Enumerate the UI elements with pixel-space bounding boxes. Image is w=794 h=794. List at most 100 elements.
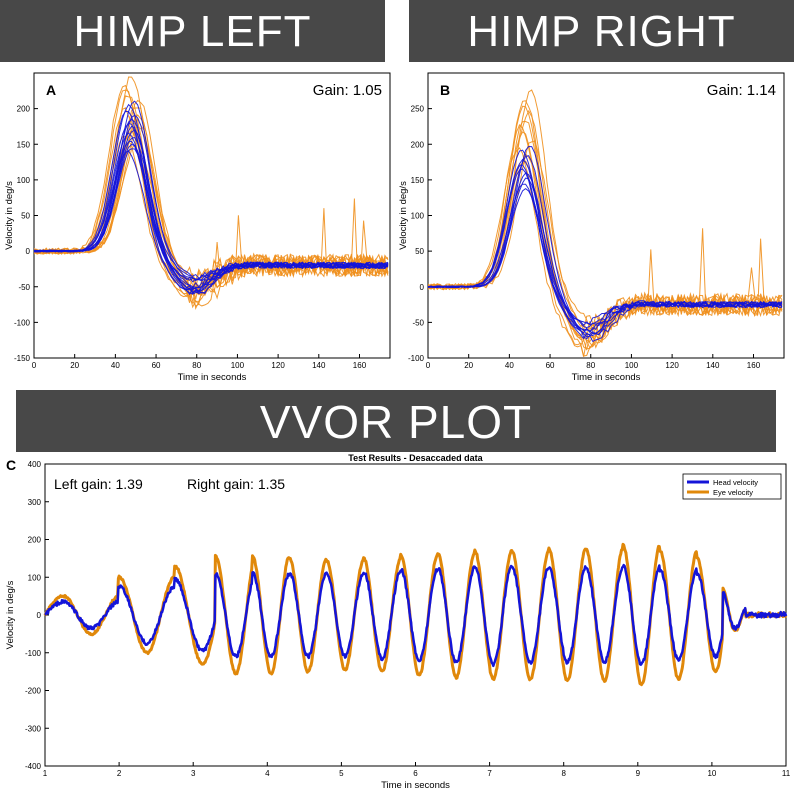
x-tick-label: 80: [192, 361, 201, 370]
head-velocity-trace: [428, 158, 783, 326]
y-tick-label: 0: [420, 283, 425, 292]
x-tick-label: 60: [546, 361, 555, 370]
eye-velocity-trace: [428, 131, 783, 338]
x-tick-label: 0: [32, 361, 37, 370]
vvor-plot-title: VVOR PLOT: [259, 396, 533, 448]
head-velocity-trace: [34, 125, 389, 292]
trace-group: [34, 76, 389, 310]
head-velocity-trace: [34, 132, 389, 282]
x-tick-label: 10: [707, 769, 716, 778]
y-tick-label: -400: [25, 762, 42, 771]
left-gain-annotation: Left gain: 1.39: [54, 476, 143, 492]
head-velocity-trace: [34, 143, 389, 289]
eye-velocity-trace: [428, 100, 783, 347]
plot-background: [34, 73, 390, 358]
y-axis-label: Velocity in deg/s: [4, 181, 15, 250]
x-tick-label: 3: [191, 769, 196, 778]
head-velocity-trace: [428, 168, 783, 334]
x-tick-label: 80: [586, 361, 595, 370]
x-tick-label: 100: [625, 361, 639, 370]
right-gain-annotation: Right gain: 1.35: [187, 476, 285, 492]
y-tick-label: -100: [14, 318, 31, 327]
himp-right-plot: 0 20 40 60 80 100 120 140 160 -100 -50 0 50 100 150 200…: [398, 72, 785, 383]
head-velocity-trace: [34, 100, 389, 283]
y-tick-label: 250: [411, 105, 425, 114]
y-tick-label: 300: [28, 498, 42, 507]
eye-velocity-trace: [34, 114, 389, 294]
x-tick-label: 40: [505, 361, 514, 370]
x-tick-label: 20: [464, 361, 473, 370]
axes-frame: [427, 72, 785, 359]
x-tick-label: 160: [747, 361, 761, 370]
eye-velocity-trace: [428, 109, 783, 333]
y-tick-label: 200: [28, 536, 42, 545]
y-tick-label: 200: [17, 105, 31, 114]
x-tick-label: 100: [231, 361, 245, 370]
x-axis-label: Time in seconds: [178, 372, 247, 383]
x-tick-label: 160: [353, 361, 367, 370]
y-tick-label: 100: [17, 176, 31, 185]
gain-annotation: Gain: 1.05: [313, 82, 382, 99]
x-tick-label: 11: [782, 769, 791, 778]
y-tick-label: -100: [408, 354, 425, 363]
x-tick-label: 120: [665, 361, 679, 370]
eye-velocity-trace: [428, 160, 783, 339]
head-velocity-trace: [34, 118, 389, 279]
head-velocity-line: [44, 563, 788, 668]
y-tick-label: 0: [26, 247, 31, 256]
x-tick-label: 20: [70, 361, 79, 370]
y-tick-label: 150: [17, 140, 31, 149]
x-tick-label: 40: [111, 361, 120, 370]
y-tick-label: -200: [25, 687, 42, 696]
himp-right-title: HIMP RIGHT: [467, 7, 736, 56]
eye-velocity-trace: [34, 89, 389, 298]
x-tick-label: 140: [706, 361, 720, 370]
vvor-plot: 1 2 3 4 5 6 7 8 9 10 11 -400 -300 -200 -100 0 100 200 300 4…: [5, 453, 791, 791]
eye-velocity-trace: [428, 153, 783, 350]
y-tick-label: -50: [412, 318, 424, 327]
axes-frame: [33, 72, 391, 359]
eye-velocity-trace: [34, 76, 389, 303]
y-tick-label: 0: [37, 611, 42, 620]
eye-velocity-trace: [34, 107, 389, 298]
x-tick-label: 9: [636, 769, 641, 778]
eye-velocity-trace: [34, 84, 389, 284]
x-tick-label: 6: [413, 769, 418, 778]
head-velocity-trace: [34, 140, 389, 288]
himp-left-title: HIMP LEFT: [73, 7, 312, 56]
head-velocity-trace: [34, 103, 389, 293]
head-velocity-trace: [34, 150, 389, 296]
y-axis-label: Velocity in deg/s: [5, 580, 16, 649]
eye-velocity-trace: [34, 117, 389, 295]
eye-velocity-trace: [34, 130, 389, 309]
panel-label-C: C: [6, 457, 16, 473]
head-velocity-trace: [428, 183, 783, 340]
x-tick-label: 4: [265, 769, 270, 778]
x-axis-label: Time in seconds: [381, 780, 450, 791]
eye-velocity-trace: [428, 147, 783, 351]
x-tick-label: 7: [487, 769, 492, 778]
y-tick-label: 150: [411, 176, 425, 185]
chart-title: Test Results - Desaccaded data: [348, 453, 483, 463]
x-tick-label: 0: [426, 361, 431, 370]
y-tick-label: 100: [411, 212, 425, 221]
head-velocity-trace: [428, 155, 783, 336]
panel-label-A: A: [46, 82, 56, 98]
y-tick-label: 50: [415, 247, 424, 256]
x-tick-label: 5: [339, 769, 344, 778]
legend-eye-label: Eye velocity: [713, 488, 753, 497]
head-velocity-trace: [428, 164, 783, 325]
eye-velocity-trace: [34, 107, 389, 300]
eye-velocity-trace: [34, 99, 389, 296]
eye-velocity-trace: [34, 136, 389, 305]
head-velocity-trace: [428, 177, 783, 338]
head-velocity-trace: [428, 145, 783, 343]
head-velocity-trace: [34, 129, 388, 295]
eye-velocity-trace: [428, 124, 783, 357]
head-velocity-trace: [34, 114, 389, 281]
himp-right-banner: HIMP RIGHT: [409, 0, 794, 62]
x-tick-label: 60: [152, 361, 161, 370]
y-axis-label: Velocity in deg/s: [398, 181, 409, 250]
x-axis-label: Time in seconds: [572, 372, 641, 383]
